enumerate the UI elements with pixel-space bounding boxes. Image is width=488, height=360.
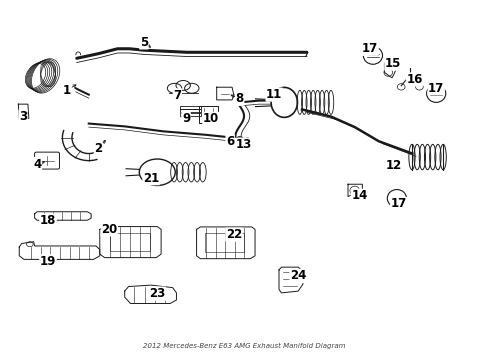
Text: 16: 16 (406, 73, 422, 86)
Text: 1: 1 (63, 84, 71, 96)
Text: 15: 15 (384, 57, 401, 70)
Text: 19: 19 (40, 255, 56, 267)
Bar (180, 109, 201, 112)
Text: 6: 6 (225, 135, 234, 148)
Bar (205, 233, 244, 252)
Bar (180, 106, 201, 109)
Text: 8: 8 (235, 93, 244, 105)
Text: 23: 23 (149, 287, 165, 300)
Text: 12: 12 (385, 159, 401, 172)
Text: 3: 3 (19, 110, 27, 123)
Text: 17: 17 (361, 42, 377, 55)
Bar (199, 106, 217, 123)
Text: 24: 24 (289, 270, 306, 283)
Text: 17: 17 (427, 82, 444, 95)
Text: 14: 14 (350, 189, 367, 202)
Text: 9: 9 (182, 112, 190, 126)
Text: 10: 10 (203, 112, 219, 126)
Text: 4: 4 (33, 158, 41, 171)
Text: 13: 13 (235, 138, 251, 151)
Text: 2012 Mercedes-Benz E63 AMG Exhaust Manifold Diagram: 2012 Mercedes-Benz E63 AMG Exhaust Manif… (143, 342, 345, 348)
Text: 17: 17 (390, 198, 406, 211)
Text: 18: 18 (40, 214, 56, 227)
Bar (180, 113, 201, 116)
Text: 20: 20 (101, 223, 117, 236)
Text: 7: 7 (173, 89, 181, 102)
Text: 11: 11 (265, 88, 282, 101)
Bar (110, 233, 149, 251)
Text: 2: 2 (94, 142, 102, 155)
Text: 21: 21 (142, 172, 159, 185)
Text: 22: 22 (225, 228, 242, 241)
Text: 5: 5 (140, 36, 148, 49)
